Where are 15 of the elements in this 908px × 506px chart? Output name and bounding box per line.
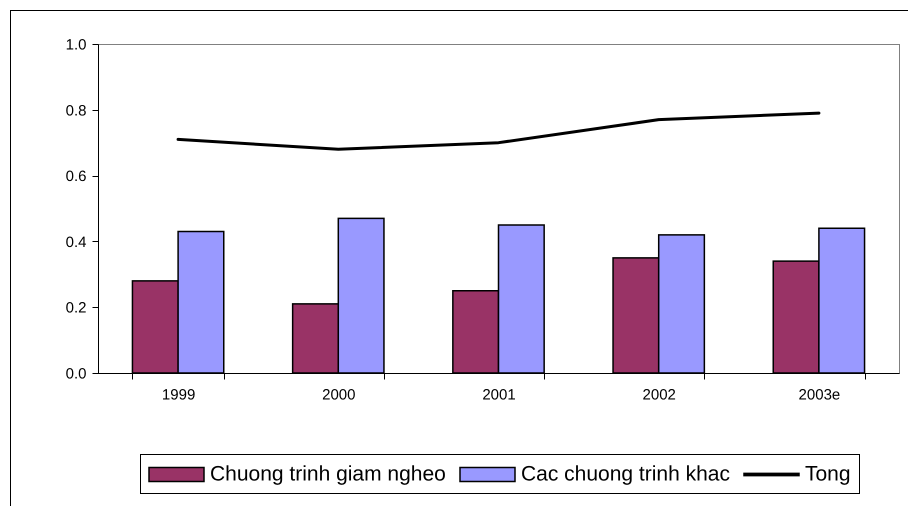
y-tick-label: 0.0 bbox=[66, 366, 86, 382]
x-tick-label: 2003e bbox=[798, 386, 840, 404]
y-tick-label: 0.4 bbox=[66, 234, 86, 251]
x-tick-label: 2002 bbox=[642, 386, 676, 404]
y-tick-label: 0.2 bbox=[66, 300, 86, 317]
legend-label: Cac chuong trinh khac bbox=[521, 462, 730, 486]
x-tick-label: 1999 bbox=[162, 386, 196, 404]
legend-label: Chuong trinh giam ngheo bbox=[210, 462, 446, 486]
y-tick-label: 1.0 bbox=[66, 36, 86, 54]
x-tick-label: 2001 bbox=[482, 386, 516, 404]
x-tick-label: 2000 bbox=[322, 386, 356, 404]
y-tick-label: 0.6 bbox=[66, 168, 86, 186]
line-series bbox=[176, 112, 820, 151]
y-tick-label: 0.8 bbox=[66, 102, 86, 120]
legend-label: Tong bbox=[805, 462, 851, 486]
